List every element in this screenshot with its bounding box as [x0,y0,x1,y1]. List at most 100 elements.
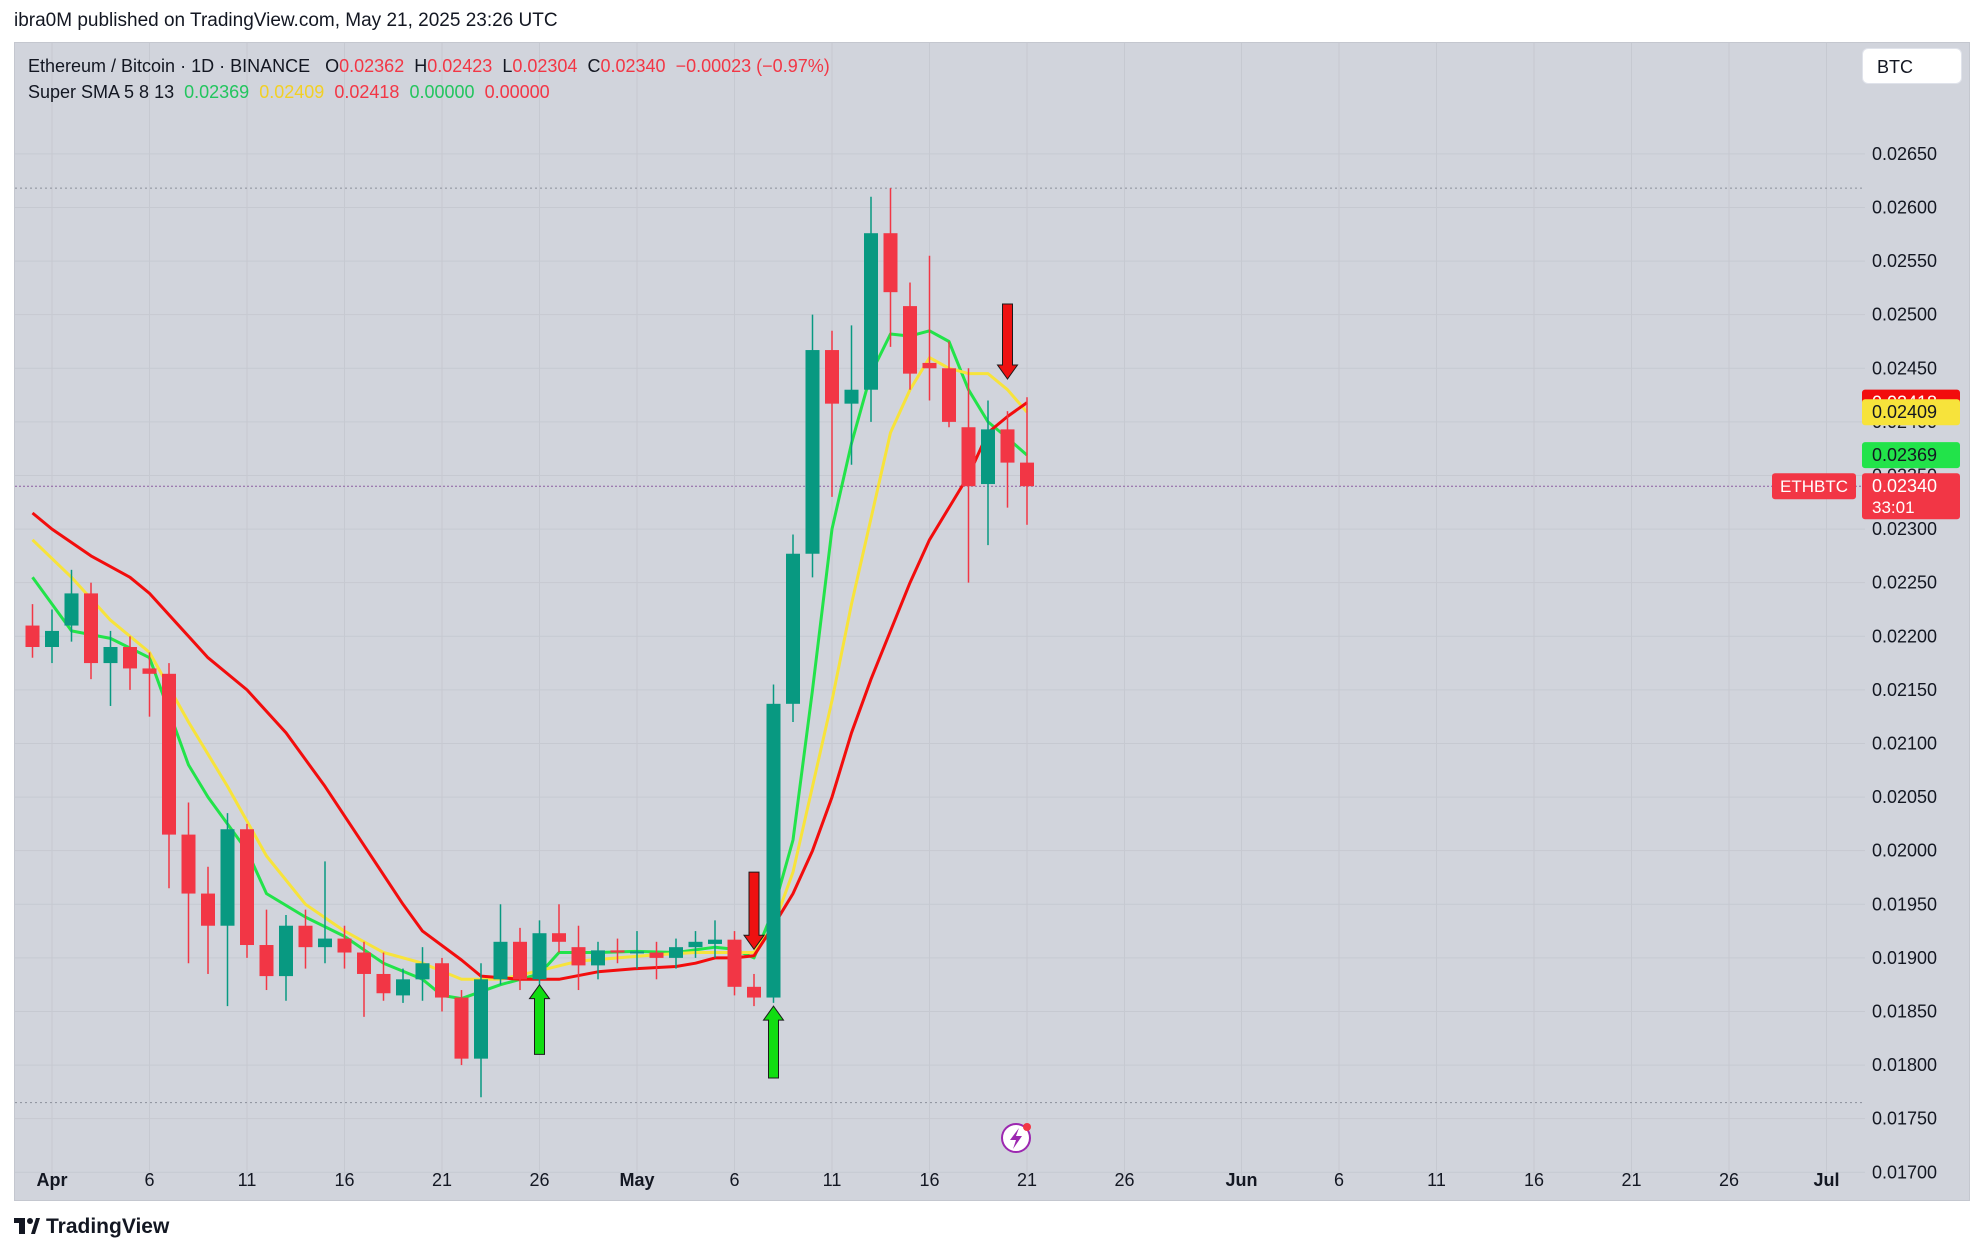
buy-signal-arrow [528,983,551,1055]
x-tick-label: 16 [334,1170,354,1190]
lightning-icon[interactable] [1001,1123,1031,1153]
candle-body[interactable] [747,986,761,998]
y-tick-label: 0.01800 [1872,1055,1937,1075]
y-tick-label: 0.02600 [1872,197,1937,217]
candle-body[interactable] [591,950,605,966]
legend-sma5-value: 0.02369 [184,82,250,102]
candle-body[interactable] [45,630,59,647]
candle-body[interactable] [259,945,274,977]
y-tick-label: 0.02050 [1872,787,1937,807]
x-tick-label: May [619,1170,654,1190]
legend-sma8-value: 0.02409 [259,82,325,102]
candle-body[interactable] [864,233,878,390]
x-tick-label: Apr [37,1170,68,1190]
legend-low-label: L [502,56,513,76]
x-tick-label: 26 [1114,1170,1134,1190]
candle-body[interactable] [220,829,235,926]
candle-body[interactable] [279,925,293,977]
candle-body[interactable] [708,939,722,944]
legend-extra1-value: 0.00000 [409,82,475,102]
x-tick-label: 21 [1621,1170,1641,1190]
candle-body[interactable] [123,647,137,669]
candle-body[interactable] [961,427,976,487]
candle-body[interactable] [240,829,254,946]
candle-body[interactable] [786,553,800,704]
x-tick-label: 11 [238,1170,257,1190]
candle-body[interactable] [727,939,742,987]
candle-body[interactable] [162,673,176,835]
candle-body[interactable] [981,429,995,485]
candle-body[interactable] [1020,462,1034,487]
currency-selector[interactable]: BTC [1862,48,1962,84]
tradingview-brand: TradingView [46,1215,170,1238]
sell-signal-arrow [743,871,765,951]
candle-body[interactable] [435,963,449,998]
y-tick-label: 0.02250 [1872,573,1937,593]
candle-body[interactable] [318,938,332,948]
x-tick-label: 6 [729,1170,739,1190]
price-axis-label: 0.02369 [1872,445,1937,465]
candle-body[interactable] [201,893,215,926]
legend-indicator-name[interactable]: Super SMA 5 8 13 [28,82,175,102]
candle-body[interactable] [669,947,683,958]
candle-body[interactable] [415,963,430,980]
legend-open-label: O [325,56,340,76]
candle-body[interactable] [298,925,313,948]
price-axis-label: 0.02409 [1872,402,1937,422]
chart-area[interactable] [14,42,1970,1201]
candle-body[interactable] [883,233,898,293]
candle-body[interactable] [688,941,703,948]
candle-body[interactable] [474,979,488,1059]
candle-body[interactable] [1000,429,1015,463]
candle-body[interactable] [825,350,839,404]
legend-open-value: 0.02362 [339,56,405,76]
candle-body[interactable] [766,703,781,998]
candle-body[interactable] [552,933,566,942]
published-by-line: ibra0M published on TradingView.com, May… [14,10,558,31]
tradingview-mark-icon [14,1214,40,1240]
legend-low-value: 0.02304 [512,56,578,76]
y-tick-label: 0.01750 [1872,1109,1937,1129]
symbol-tag[interactable]: ETHBTC [1780,477,1848,496]
candle-body[interactable] [903,306,917,374]
candle-body[interactable] [630,951,644,954]
candle-body[interactable] [942,368,956,422]
candle-body[interactable] [922,362,937,369]
candle-body[interactable] [513,941,527,980]
x-tick-label: 21 [1017,1170,1037,1190]
candle-body[interactable] [610,950,625,953]
legend-close-label: C [587,56,601,76]
candle-body[interactable] [64,593,79,626]
candle-body[interactable] [571,947,586,966]
legend-symbol[interactable]: Ethereum / Bitcoin · 1D · BINANCE [28,56,311,76]
candle-body[interactable] [84,593,98,664]
candle-body[interactable] [649,952,664,958]
candle-body[interactable] [844,389,859,404]
candle-body[interactable] [357,952,371,974]
candle-body[interactable] [142,668,157,674]
candle-body[interactable] [103,647,118,664]
candle-body[interactable] [493,941,508,980]
candle-body[interactable] [181,834,196,894]
candle-body[interactable] [532,933,547,980]
y-tick-label: 0.02300 [1872,519,1937,539]
y-tick-label: 0.02500 [1872,305,1937,325]
x-tick-label: 26 [1719,1170,1739,1190]
y-tick-label: 0.01850 [1872,1001,1937,1021]
x-tick-label: Jul [1813,1170,1839,1190]
candle-body[interactable] [454,997,469,1059]
candle-body[interactable] [805,350,820,554]
legend-high-value: 0.02423 [427,56,493,76]
x-tick-label: 16 [1524,1170,1544,1190]
candle-body[interactable] [337,938,352,953]
candle-body[interactable] [376,973,391,994]
buy-signal-arrow [762,1005,785,1079]
y-tick-label: 0.02550 [1872,251,1937,271]
tradingview-logo: TradingView [14,1214,169,1240]
candle-body[interactable] [25,625,40,647]
x-tick-label: Jun [1225,1170,1257,1190]
x-tick-label: 6 [1334,1170,1344,1190]
candle-body[interactable] [396,979,410,996]
chart-legend: Ethereum / Bitcoin · 1D · BINANCE O0.023… [28,53,830,105]
